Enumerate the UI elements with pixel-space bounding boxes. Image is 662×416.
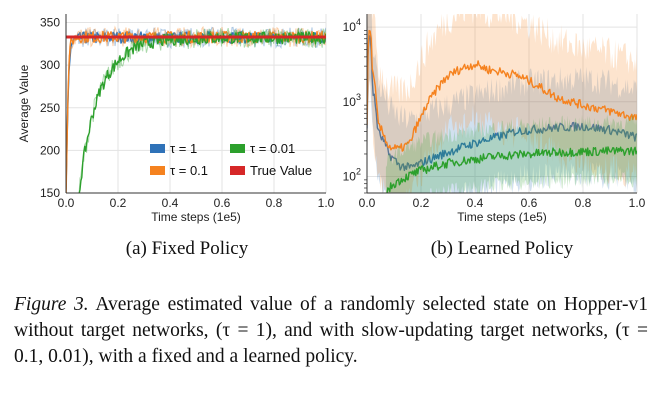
- series-line: [367, 35, 637, 172]
- series-band: [385, 114, 637, 193]
- x-tick-label: 0.2: [413, 196, 430, 210]
- x-axis-label: Time steps (1e5): [151, 210, 241, 224]
- legend-label: τ = 0.01: [250, 141, 295, 156]
- x-tick-label: 0.6: [521, 196, 538, 210]
- x-tick-label: 0.8: [575, 196, 592, 210]
- series-band: [367, 14, 637, 193]
- caption-text: Average estimated value of a randomly se…: [14, 294, 648, 367]
- panel-fixed-policy: 0.0 0.2 0.4 0.6 0.8 1.0 150 200 250 300 350 Time st…: [17, 14, 335, 224]
- plot-series: [66, 25, 326, 193]
- x-axis-label: Time steps (1e5): [457, 210, 547, 224]
- y-axis-label: Average Value: [17, 64, 31, 142]
- legend-label: True Value: [250, 163, 312, 178]
- series-line: [386, 146, 637, 193]
- x-tick-label: 0.4: [162, 196, 179, 210]
- y-tick-label: 150: [40, 186, 60, 200]
- series-band: [367, 14, 637, 193]
- series-line: [78, 31, 326, 193]
- x-tick-label: 0.0: [58, 196, 75, 210]
- series-line: [367, 29, 637, 152]
- x-tick-label: 0.8: [266, 196, 283, 210]
- subcaption-learned-policy: (b) Learned Policy: [430, 238, 574, 259]
- panel-learned-policy: 0.0 0.2 0.4 0.6 0.8 1.0 102 103 104 Time steps (1…: [343, 14, 646, 224]
- legend-swatch: [150, 144, 165, 153]
- y-tick-label: 102: [343, 166, 361, 183]
- subcaption-fixed-policy: (a) Fixed Policy: [125, 238, 249, 259]
- legend-label: τ = 0.1: [170, 163, 208, 178]
- legend-swatch: [230, 144, 245, 153]
- x-tick-label: 0.0: [359, 196, 376, 210]
- caption-lead: Figure 3.: [14, 294, 89, 315]
- legend-swatch: [230, 166, 245, 175]
- y-tick-label: 200: [40, 143, 60, 157]
- x-tick-label: 0.4: [467, 196, 484, 210]
- x-tick-label: 1.0: [318, 196, 335, 210]
- plot-area: [367, 14, 637, 193]
- x-tick-label: 0.2: [110, 196, 127, 210]
- legend-label: τ = 1: [170, 141, 197, 156]
- y-tick-label: 104: [343, 17, 361, 34]
- y-tick-label: 300: [40, 58, 60, 72]
- x-tick-label: 0.6: [214, 196, 231, 210]
- figure-caption: Figure 3. Average estimated value of a r…: [14, 292, 648, 370]
- figure: 0.0 0.2 0.4 0.6 0.8 1.0 150 200 250 300 350 Time st…: [17, 14, 646, 224]
- y-tick-label: 350: [40, 16, 60, 30]
- y-tick-label: 103: [343, 92, 361, 109]
- legend: τ = 1 τ = 0.01 τ = 0.1 True Value: [150, 141, 312, 178]
- x-tick-label: 1.0: [629, 196, 646, 210]
- plot-series: [367, 14, 637, 193]
- legend-swatch: [150, 166, 165, 175]
- y-tick-label: 250: [40, 101, 60, 115]
